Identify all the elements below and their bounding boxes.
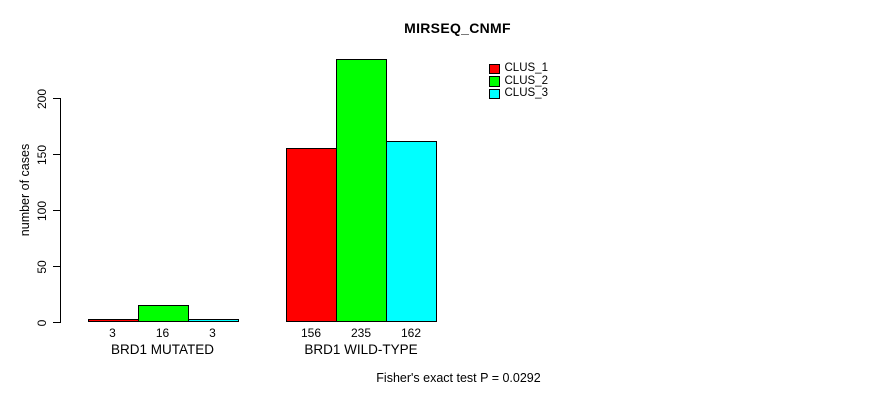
y-tick-label: 0: [35, 319, 49, 326]
bar-clus-3: [386, 141, 437, 323]
bar-clus-1: [87, 319, 139, 323]
legend-label: CLUS_2: [504, 74, 548, 87]
bar-value-label: 16: [155, 326, 170, 340]
y-tick: [53, 266, 60, 267]
y-tick: [53, 154, 60, 155]
bar-value-label: 235: [350, 326, 372, 340]
category-label: BRD1 MUTATED: [110, 342, 214, 357]
legend-label: CLUS_1: [504, 62, 548, 75]
y-tick-label: 200: [35, 88, 49, 109]
category-label: BRD1 WILD-TYPE: [304, 342, 418, 357]
y-tick-label: 100: [35, 200, 49, 221]
y-tick: [53, 322, 60, 323]
y-axis-line: [59, 98, 61, 323]
legend-swatch: [489, 88, 500, 100]
legend: CLUS_1 CLUS_2 CLUS_3: [489, 63, 548, 100]
bar-clus-2: [137, 304, 189, 323]
legend-swatch: [489, 63, 500, 75]
legend-item: CLUS_2: [489, 75, 548, 87]
y-tick: [53, 210, 60, 211]
y-tick-label: 150: [35, 144, 49, 165]
bar-value-label: 3: [209, 326, 216, 340]
legend-label: CLUS_3: [504, 87, 548, 100]
chart-title: MIRSEQ_CNMF: [404, 20, 511, 36]
bar-value-label: 156: [300, 326, 322, 340]
bar-clus-1: [286, 147, 337, 323]
y-tick: [53, 98, 60, 99]
y-tick-label: 50: [35, 259, 49, 274]
bar-clus-2: [336, 59, 387, 323]
bar-clus-3: [187, 319, 239, 323]
y-axis-title: number of cases: [18, 143, 32, 237]
legend-swatch: [489, 76, 500, 87]
bar-value-label: 162: [400, 326, 422, 340]
legend-item: CLUS_1: [489, 63, 548, 75]
bar-value-label: 3: [109, 326, 116, 340]
legend-item: CLUS_3: [489, 88, 548, 100]
annotation-text: Fisher's exact test P = 0.0292: [376, 371, 541, 385]
